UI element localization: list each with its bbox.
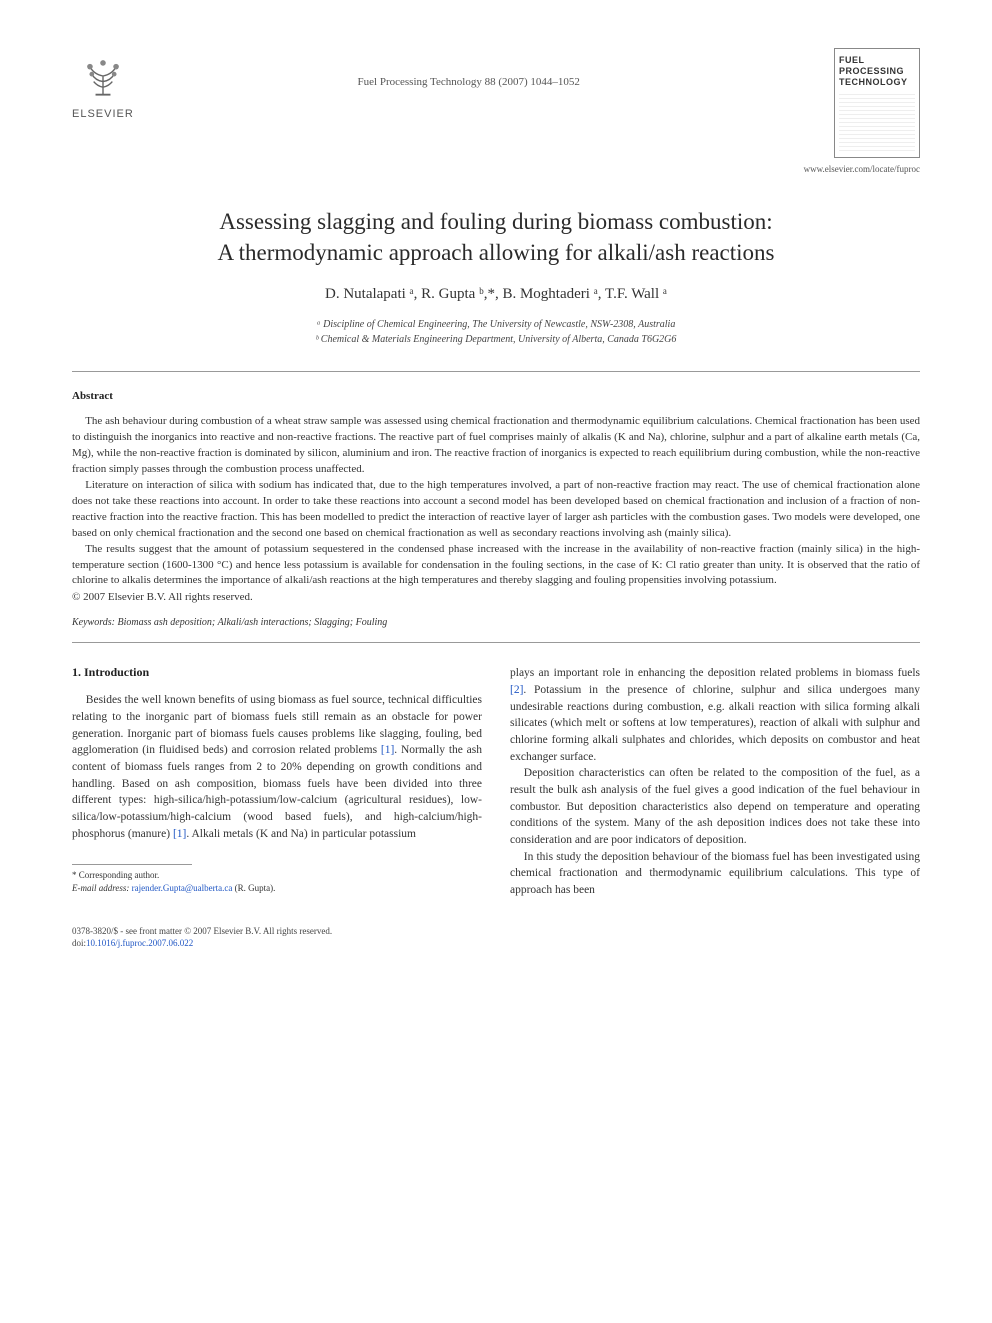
title-block: Assessing slagging and fouling during bi… [72,206,920,268]
footnote-rule [72,864,192,865]
journal-cover-block: FUEL PROCESSING TECHNOLOGY www.elsevier.… [804,48,920,174]
footnote-email-line: E-mail address: rajender.Gupta@ualberta.… [72,882,482,895]
ref-link-1a[interactable]: [1] [381,744,394,756]
abstract-heading: Abstract [72,390,920,402]
affiliation-a: ᵃ Discipline of Chemical Engineering, Th… [72,317,920,332]
abstract-section: Abstract The ash behaviour during combus… [72,390,920,603]
column-left: 1. Introduction Besides the well known b… [72,665,482,898]
abstract-copyright: © 2007 Elsevier B.V. All rights reserved… [72,591,920,603]
journal-reference: Fuel Processing Technology 88 (2007) 104… [134,48,804,88]
col2-p1-a: plays an important role in enhancing the… [510,667,920,679]
col1-p1: Besides the well known benefits of using… [72,692,482,842]
page-header: ELSEVIER Fuel Processing Technology 88 (… [72,48,920,174]
footnote-email-label: E-mail address: [72,883,129,893]
journal-cover-title: FUEL PROCESSING TECHNOLOGY [839,55,915,87]
rule-top [72,371,920,372]
journal-url: www.elsevier.com/locate/fuproc [804,164,920,174]
footnote-email-link[interactable]: rajender.Gupta@ualberta.ca [132,883,233,893]
col2-p2: Deposition characteristics can often be … [510,765,920,848]
affiliation-b: ᵇ Chemical & Materials Engineering Depar… [72,332,920,347]
ref-link-1b[interactable]: [1] [173,828,186,840]
ref-link-2[interactable]: [2] [510,684,523,696]
body-columns: 1. Introduction Besides the well known b… [72,665,920,898]
footer-line1: 0378-3820/$ - see front matter © 2007 El… [72,925,920,938]
elsevier-tree-icon [75,48,131,104]
journal-cover: FUEL PROCESSING TECHNOLOGY [834,48,920,158]
col1-p1-b: . Normally the ash content of biomass fu… [72,744,482,839]
abstract-p1: The ash behaviour during combustion of a… [72,414,920,478]
column-right: plays an important role in enhancing the… [510,665,920,898]
col1-p1-c: . Alkali metals (K and Na) in particular… [186,828,416,840]
col1-body: Besides the well known benefits of using… [72,692,482,842]
footer-doi-label: doi: [72,938,86,948]
author-list: D. Nutalapati ᵃ, R. Gupta ᵇ,*, B. Moghta… [72,286,920,303]
footnote-block: * Corresponding author. E-mail address: … [72,869,482,894]
col2-body: plays an important role in enhancing the… [510,665,920,898]
publisher-block: ELSEVIER [72,48,134,120]
page-footer: 0378-3820/$ - see front matter © 2007 El… [72,925,920,950]
rule-bottom [72,642,920,643]
col2-p1: plays an important role in enhancing the… [510,665,920,765]
col2-p3: In this study the deposition behaviour o… [510,849,920,899]
footer-doi-link[interactable]: 10.1016/j.fuproc.2007.06.022 [86,938,193,948]
keywords-label: Keywords: [72,617,115,628]
article-title-line1: Assessing slagging and fouling during bi… [72,206,920,237]
abstract-p3: The results suggest that the amount of p… [72,542,920,590]
abstract-p2: Literature on interaction of silica with… [72,478,920,542]
footer-doi-line: doi:10.1016/j.fuproc.2007.06.022 [72,937,920,950]
col2-p1-b: . Potassium in the presence of chlorine,… [510,684,920,763]
keywords-line: Keywords: Biomass ash deposition; Alkali… [72,617,920,628]
section-1-heading: 1. Introduction [72,665,482,680]
abstract-body: The ash behaviour during combustion of a… [72,414,920,589]
article-title-line2: A thermodynamic approach allowing for al… [72,237,920,268]
journal-cover-body [839,91,915,151]
footnote-email-suffix: (R. Gupta). [235,883,276,893]
publisher-name: ELSEVIER [72,108,134,120]
affiliations: ᵃ Discipline of Chemical Engineering, Th… [72,317,920,347]
footnote-marker: * Corresponding author. [72,869,482,882]
keywords-text: Biomass ash deposition; Alkali/ash inter… [117,617,387,628]
